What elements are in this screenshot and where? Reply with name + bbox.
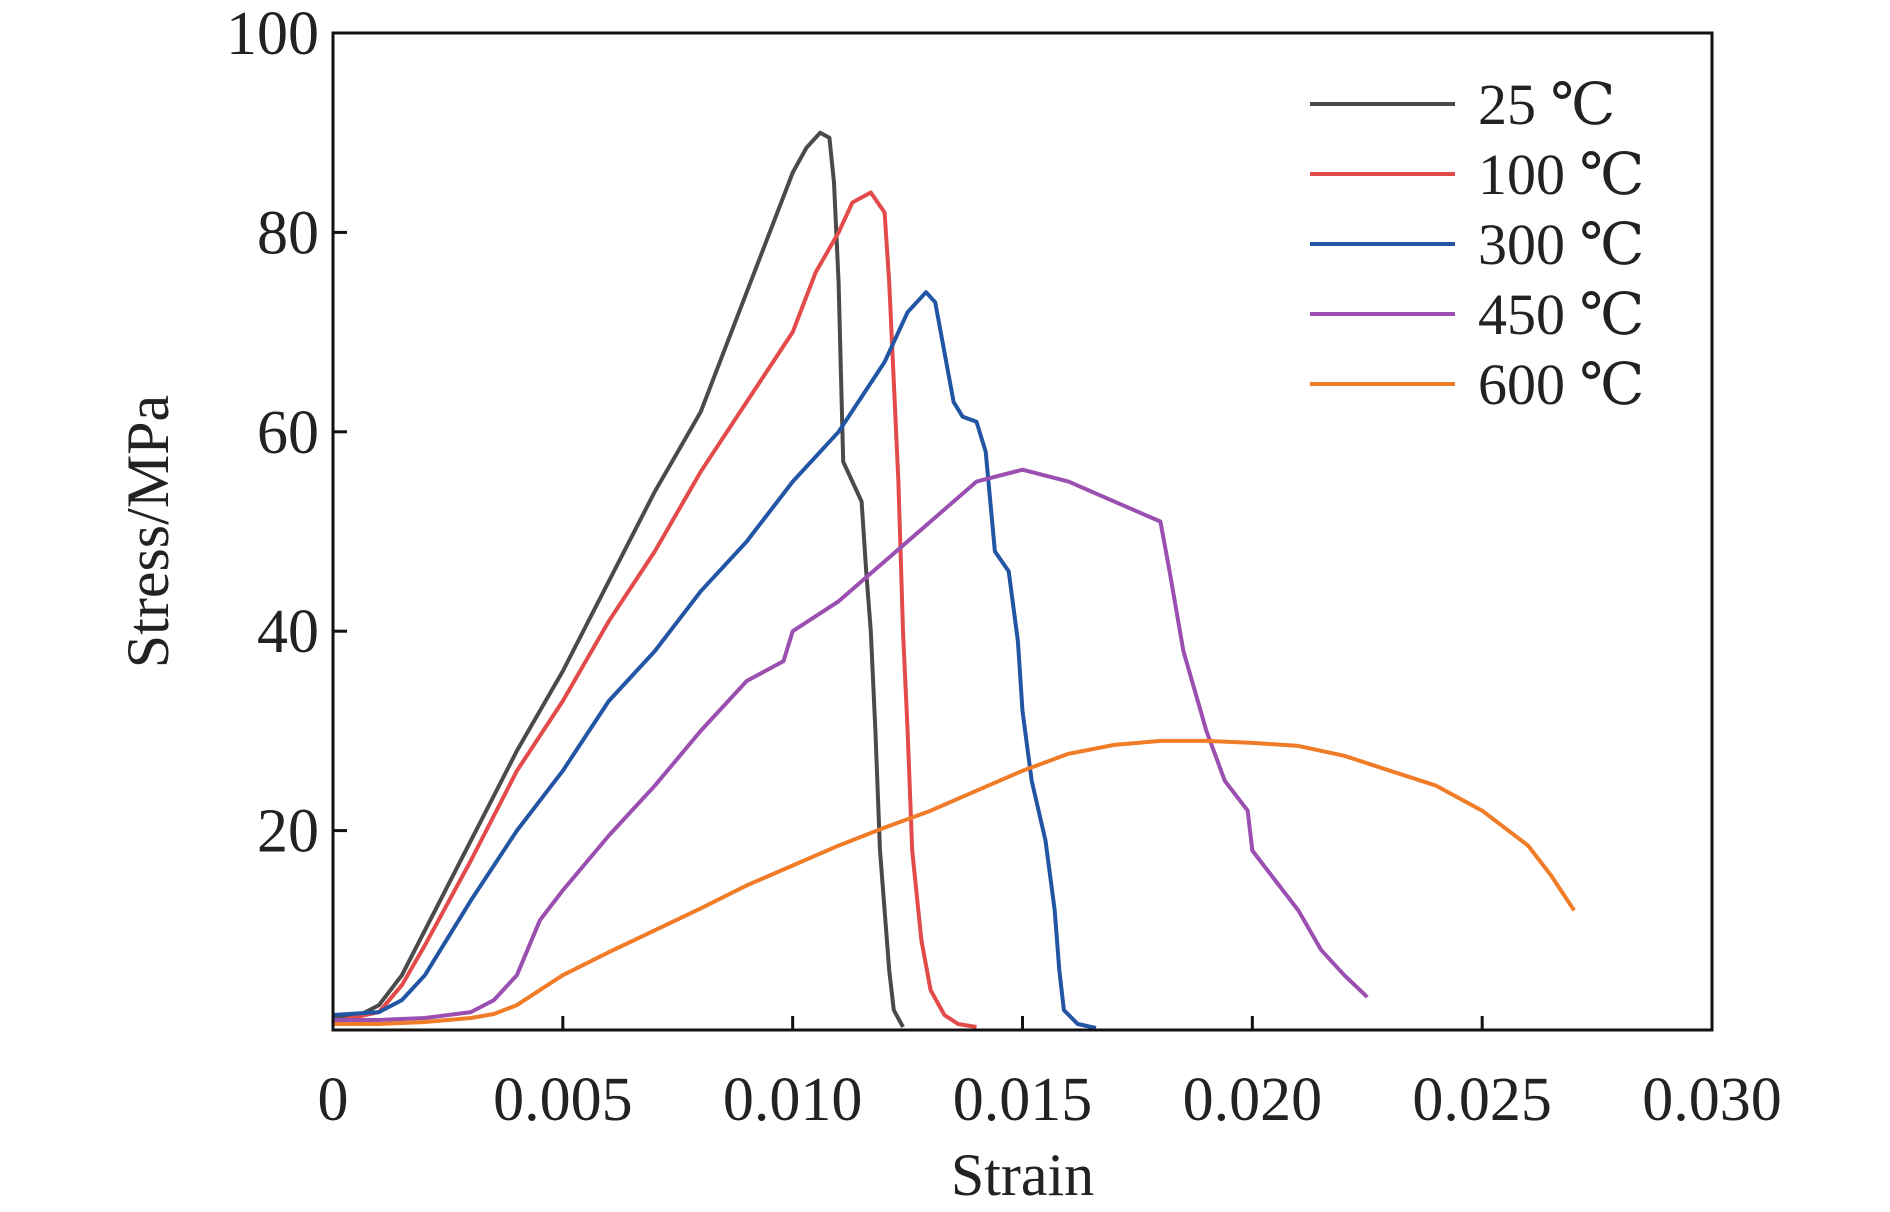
y-tick-label: 100 [226,0,319,68]
series-line-2 [332,190,977,1029]
ticks-layer: 0 0.005 0.010 0.015 0.020 0.025 0.030 20 40 60 80 1… [226,0,1782,1134]
series-layer [332,130,1576,1030]
series-line-5 [333,738,1576,1026]
series-line-4 [333,467,1369,1022]
y-axis-title: Stress/MPa [115,395,181,668]
y-tick-label: 80 [257,199,319,267]
y-tick-label: 40 [257,598,319,666]
x-tick-label: 0.025 [1412,1066,1552,1134]
y-tick-label: 60 [257,399,319,467]
legend-label-5: 600 ℃ [1478,352,1644,417]
x-tick-label: 0.020 [1183,1066,1323,1134]
series-line-3 [332,290,1097,1030]
series-line-1 [332,130,905,1028]
x-tick-label: 0.005 [493,1066,633,1134]
x-axis-title: Strain [951,1142,1094,1208]
legend-label-4: 450 ℃ [1478,282,1644,347]
legend-label-2: 100 ℃ [1478,142,1644,207]
x-tick-label: 0.010 [723,1066,863,1134]
legend-label-3: 300 ℃ [1478,212,1644,277]
x-tick-label: 0.015 [953,1066,1093,1134]
y-tick-label: 20 [257,798,319,866]
legend-label-1: 25 ℃ [1478,72,1615,137]
x-tick-label: 0.030 [1642,1066,1782,1134]
x-tick-label: 0 [318,1066,349,1134]
